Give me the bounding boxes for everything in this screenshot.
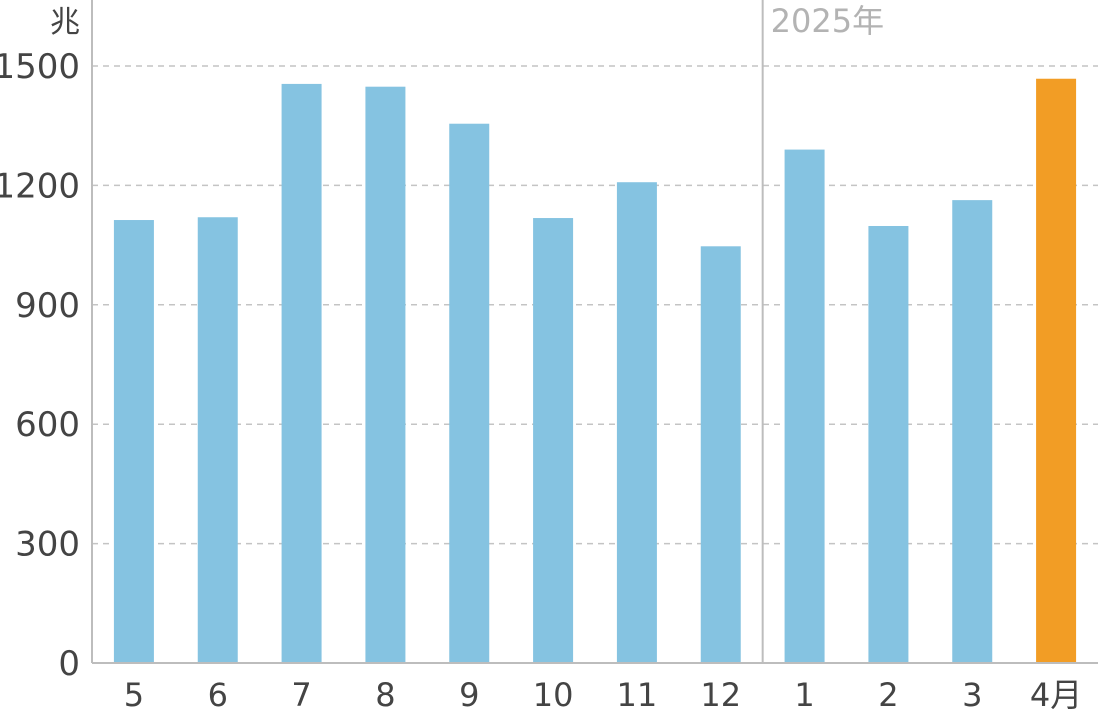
bar [616, 182, 657, 663]
y-tick-label: 300 [15, 525, 80, 565]
x-tick-label: 7 [291, 676, 311, 712]
y-unit-label: 兆 [50, 5, 80, 40]
bar [952, 200, 993, 663]
y-tick-label: 600 [15, 405, 80, 445]
y-tick-label: 1500 [0, 47, 80, 87]
y-tick-labels: 0 300 600 900 1200 1500 [0, 47, 80, 684]
x-tick-label: 1 [794, 676, 814, 712]
year-label: 2025年 [771, 2, 884, 40]
bar [700, 246, 741, 663]
bar [784, 149, 825, 663]
x-tick-label: 5 [124, 676, 144, 712]
axes [91, 0, 1098, 664]
y-tick-label: 900 [15, 286, 80, 326]
x-tick-label: 6 [208, 676, 228, 712]
gridlines [92, 65, 1098, 545]
x-tick-label: 2 [878, 676, 898, 712]
bars [113, 78, 1077, 664]
y-tick-label: 0 [58, 644, 80, 684]
x-tick-label: 8 [375, 676, 395, 712]
bar-highlight [1036, 78, 1077, 663]
x-tick-label: 11 [617, 676, 658, 712]
bar [281, 83, 322, 663]
x-tick-label: 9 [459, 676, 479, 712]
bar [868, 225, 909, 663]
x-tick-label: 3 [962, 676, 982, 712]
bar [365, 86, 406, 664]
bar [449, 123, 490, 663]
x-tick-label: 12 [700, 676, 741, 712]
x-tick-label: 4月 [1030, 676, 1082, 712]
x-tick-label: 10 [533, 676, 574, 712]
bar [197, 217, 238, 664]
bar [533, 218, 574, 663]
y-tick-label: 1200 [0, 166, 80, 206]
x-tick-labels: 5 6 7 8 9 10 11 12 1 2 3 4月 [124, 676, 1083, 712]
bar [113, 220, 154, 663]
